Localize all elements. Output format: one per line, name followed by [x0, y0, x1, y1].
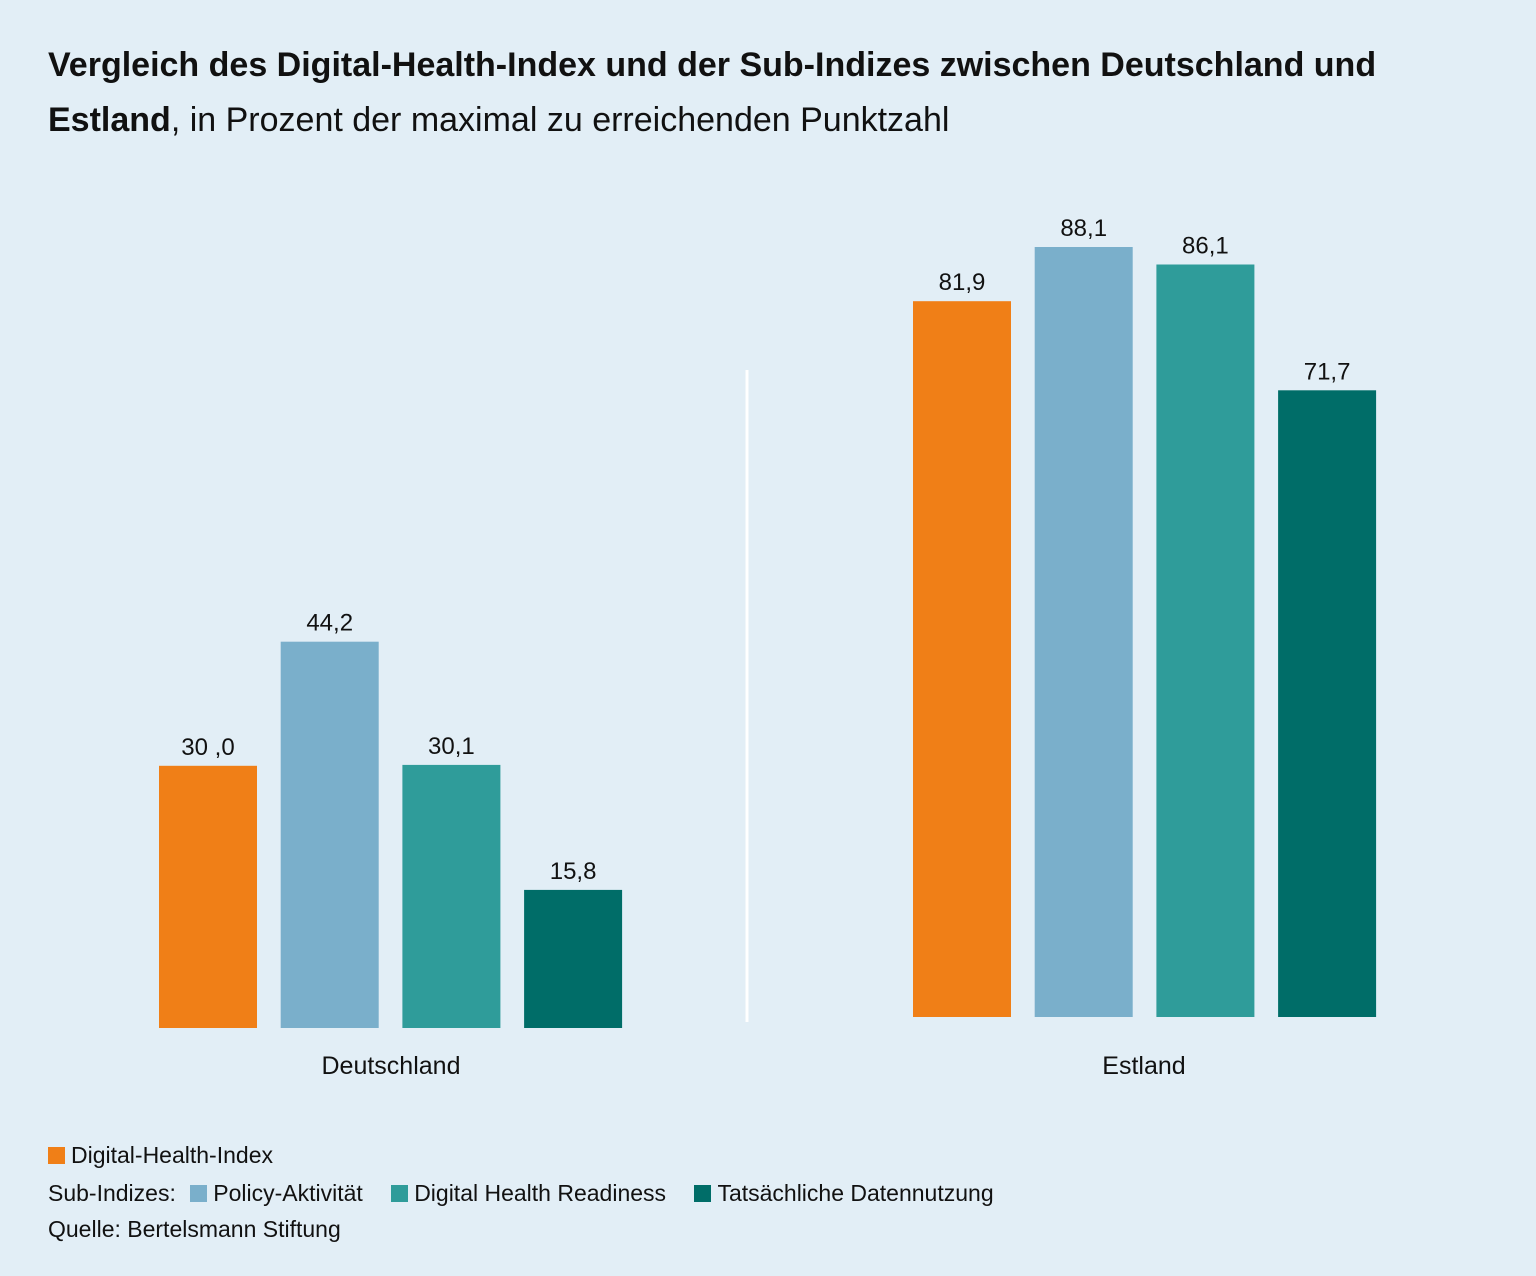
bar-deutschland-digital-health-readiness [402, 764, 501, 1028]
data-label-deutschland-tatsaechliche-datennutzung: 15,8 [550, 858, 597, 885]
legend-subindex-row: Sub-Indizes: Policy-Aktivität Digital He… [48, 1180, 1016, 1207]
bar-deutschland-digital-health-index [159, 765, 257, 1028]
source-note: Quelle: Bertelsmann Stiftung [48, 1216, 341, 1242]
chart-title: Vergleich des Digital-Health-Index und d… [48, 38, 1488, 148]
bar-estland-digital-health-readiness [1156, 264, 1255, 1017]
legend-index-row: Digital-Health-Index [48, 1142, 273, 1169]
bar-estland-digital-health-index [913, 301, 1011, 1017]
legend-label-digital-health-index: Digital-Health-Index [71, 1142, 273, 1168]
legend-swatch-digital-health-index [48, 1147, 65, 1164]
bar-deutschland-policy-aktivitaet [280, 641, 379, 1028]
legend-label-digital-health-readiness: Digital Health Readiness [414, 1180, 667, 1206]
legend-label-tatsaechliche-datennutzung: Tatsächliche Datennutzung [717, 1180, 994, 1206]
legend-swatch-digital-health-readiness [391, 1185, 409, 1202]
chart-title-bold: Vergleich des Digital-Health-Index und d… [48, 46, 1377, 139]
data-label-estland-tatsaechliche-datennutzung: 71,7 [1304, 358, 1351, 385]
legend-swatch-tatsaechliche-datennutzung [694, 1185, 712, 1202]
chart-title-comma: , [170, 101, 181, 139]
data-label-deutschland-digital-health-readiness: 30,1 [428, 733, 475, 760]
legend-swatch-policy-aktivitaet [190, 1185, 208, 1202]
data-label-estland-policy-aktivitaet: 88,1 [1060, 215, 1107, 242]
chart-subtitle: in Prozent der maximal zu erreichenden P… [180, 101, 950, 139]
legend-sub-prefix: Sub-Indizes: [48, 1180, 176, 1206]
bar-estland-policy-aktivitaet [1034, 247, 1133, 1017]
data-label-deutschland-digital-health-index: 30 ,0 [181, 734, 234, 761]
data-label-deutschland-policy-aktivitaet: 44,2 [306, 610, 353, 637]
legend-label-policy-aktivitaet: Policy-Aktivität [213, 1180, 363, 1206]
bar-deutschland-tatsaechliche-datennutzung [524, 889, 623, 1028]
data-label-estland-digital-health-readiness: 86,1 [1182, 233, 1229, 260]
category-label-deutschland: Deutschland [322, 1052, 461, 1080]
data-label-estland-digital-health-index: 81,9 [939, 269, 986, 296]
bar-estland-tatsaechliche-datennutzung [1278, 390, 1377, 1017]
category-label-estland: Estland [1102, 1052, 1185, 1080]
